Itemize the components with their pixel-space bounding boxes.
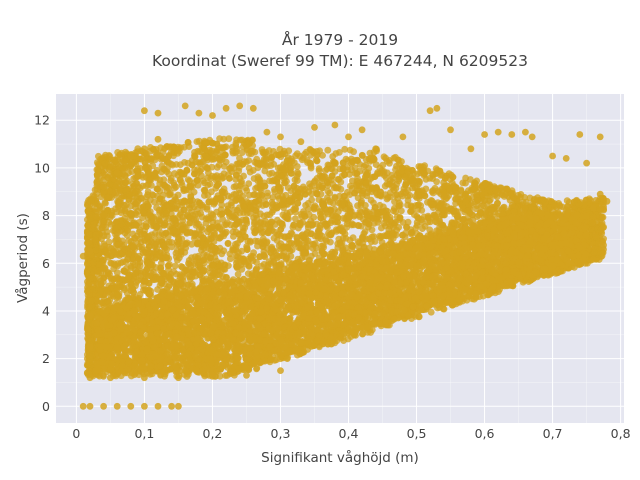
data-point bbox=[171, 262, 179, 270]
data-point bbox=[302, 202, 309, 209]
data-point bbox=[319, 175, 327, 182]
data-point bbox=[246, 168, 254, 176]
data-point bbox=[229, 246, 237, 254]
scatter-points bbox=[79, 102, 611, 410]
data-point bbox=[315, 165, 323, 173]
data-point bbox=[386, 159, 393, 167]
chart-title-line-1: År 1979 - 2019 bbox=[282, 30, 398, 49]
data-point bbox=[371, 238, 379, 245]
data-point bbox=[184, 176, 192, 184]
data-point bbox=[124, 226, 132, 234]
data-point bbox=[383, 195, 391, 203]
data-point bbox=[227, 255, 234, 263]
data-point bbox=[230, 183, 238, 191]
data-point bbox=[224, 239, 232, 247]
data-point bbox=[188, 240, 196, 248]
data-point bbox=[390, 207, 397, 215]
data-point bbox=[225, 135, 233, 143]
data-point bbox=[166, 261, 173, 268]
data-point bbox=[292, 215, 299, 223]
data-point bbox=[433, 178, 440, 186]
data-point bbox=[350, 148, 357, 156]
data-point bbox=[167, 174, 175, 182]
chart-title-line-2: Koordinat (Sweref 99 TM): E 467244, N 62… bbox=[152, 52, 528, 70]
data-point bbox=[297, 221, 304, 229]
data-point bbox=[192, 222, 200, 229]
data-point bbox=[327, 238, 334, 246]
data-point bbox=[362, 202, 369, 209]
data-point bbox=[153, 223, 161, 231]
data-point bbox=[365, 235, 373, 243]
data-point bbox=[263, 211, 271, 219]
data-point bbox=[93, 185, 101, 193]
data-point bbox=[332, 150, 340, 157]
data-point bbox=[222, 228, 230, 236]
data-point bbox=[247, 147, 255, 155]
data-point bbox=[250, 175, 258, 182]
data-point bbox=[326, 198, 334, 206]
data-point bbox=[406, 192, 414, 199]
data-point bbox=[462, 174, 469, 182]
data-point bbox=[171, 184, 178, 192]
data-point bbox=[563, 197, 571, 205]
data-point bbox=[324, 146, 332, 154]
data-point bbox=[419, 225, 426, 233]
data-point bbox=[136, 291, 144, 298]
data-point bbox=[123, 232, 131, 239]
